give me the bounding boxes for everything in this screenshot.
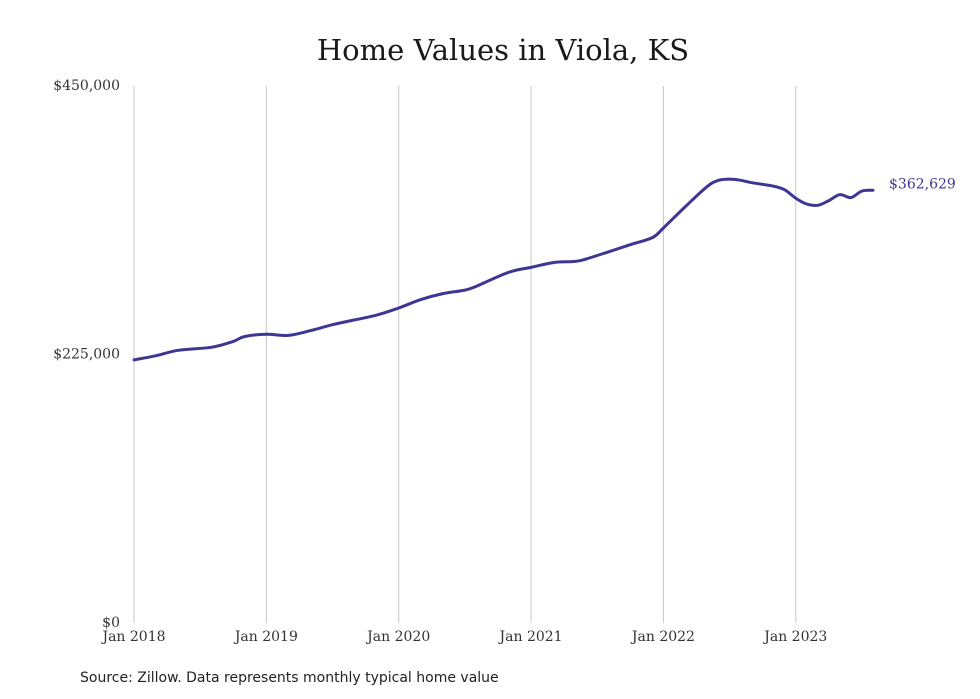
x-tick-label: Jan 2022: [630, 629, 695, 645]
grid-lines: [133, 86, 797, 623]
x-tick-label: Jan 2018: [100, 629, 165, 645]
series-layer: [132, 177, 875, 362]
chart-title: Home Values in Viola, KS: [317, 33, 689, 67]
x-tick-label: Jan 2019: [233, 629, 298, 645]
y-axis-ticks: $0 $225,000 $450,000: [53, 78, 120, 631]
x-tick-label: Jan 2020: [365, 629, 430, 645]
y-tick-label: $450,000: [53, 78, 120, 94]
y-tick-label: $225,000: [53, 347, 120, 363]
x-tick-label: Jan 2021: [498, 629, 563, 645]
x-axis-ticks: Jan 2018 Jan 2019 Jan 2020 Jan 2021 Jan 2022…: [100, 629, 827, 645]
source-note: Source: Zillow. Data represents monthly …: [80, 670, 499, 686]
end-value-label: $362,629: [889, 176, 956, 192]
home-value-line: [132, 177, 875, 362]
y-tick-label: $0: [102, 615, 120, 631]
x-tick-label: Jan 2023: [762, 629, 827, 645]
